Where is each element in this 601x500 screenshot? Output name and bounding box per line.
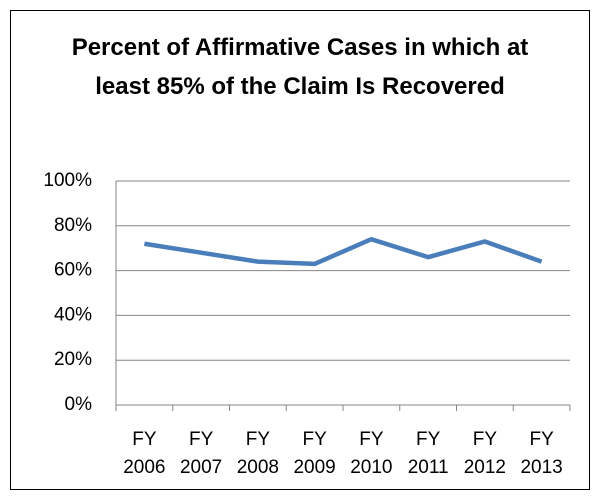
y-tick-label: 60% (54, 260, 92, 281)
x-tick-label: FY 2010 (350, 429, 392, 478)
y-tick-label: 0% (65, 394, 93, 415)
chart-title: Percent of Affirmative Cases in which at… (71, 34, 529, 100)
y-tick-label: 20% (54, 349, 92, 370)
x-tick-label: FY 2008 (237, 429, 279, 478)
x-tick-label: FY 2007 (180, 429, 222, 478)
series-line (144, 236, 543, 267)
y-tick-label: 100% (43, 170, 92, 191)
x-tick-label: FY 2013 (520, 429, 562, 478)
x-tick-label: FY 2006 (123, 429, 165, 478)
x-tick-label: FY 2011 (408, 429, 449, 478)
y-tick-label: 40% (54, 304, 92, 325)
x-tick-label: FY 2009 (293, 429, 335, 478)
x-tick-label: FY 2012 (464, 429, 506, 478)
chart-frame (10, 10, 590, 490)
y-tick-label: 80% (54, 215, 92, 236)
